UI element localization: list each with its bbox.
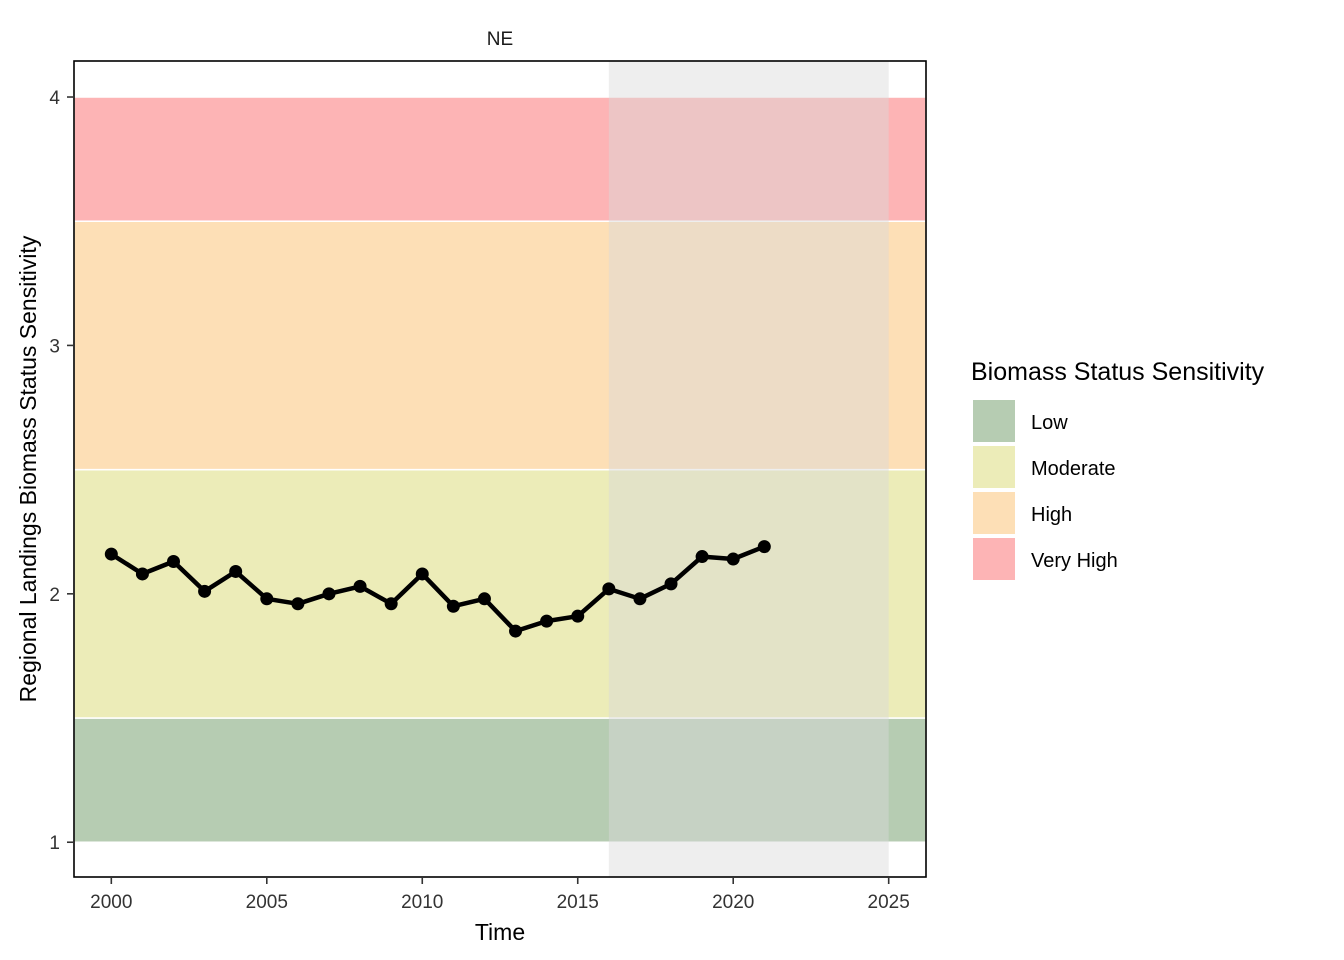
facet-strip-label: NE: [487, 29, 513, 50]
data-point-2002: [167, 555, 181, 569]
legend-label-moderate: Moderate: [1031, 458, 1116, 480]
data-point-2007: [322, 587, 336, 601]
data-point-2016: [602, 582, 616, 596]
data-point-2013: [509, 624, 523, 638]
series-line: [109, 544, 767, 634]
x-axis: 2000 2005 2010 2015 2020 2025: [90, 877, 910, 913]
x-tick-label-2005: 2005: [246, 892, 288, 913]
y-tick-label-3: 3: [49, 336, 60, 357]
y-tick-label-2: 2: [49, 585, 60, 606]
x-tick-label-2025: 2025: [868, 892, 910, 913]
legend-title: Biomass Status Sensitivity: [971, 358, 1265, 386]
legend-key-high: [973, 492, 1015, 534]
plot-panel: [73, 60, 927, 878]
data-point-2018: [664, 577, 678, 591]
band-high: [73, 220, 927, 471]
data-point-2017: [633, 592, 647, 606]
panel-border: [73, 60, 927, 878]
y-axis: 1 2 3 4: [49, 88, 74, 854]
data-point-2019: [695, 550, 709, 564]
y-axis-title: Regional Landings Biomass Status Sensiti…: [15, 235, 41, 702]
data-point-2011: [446, 599, 460, 613]
series-line-group: [104, 540, 771, 638]
x-tick-label-2000: 2000: [90, 892, 132, 913]
data-point-2009: [384, 597, 398, 611]
data-point-2020: [726, 552, 740, 566]
x-axis-title: Time: [475, 919, 525, 945]
data-point-2012: [477, 592, 491, 606]
data-point-2008: [353, 579, 367, 593]
x-tick-label-2020: 2020: [712, 892, 754, 913]
data-point-2000: [104, 547, 118, 561]
legend: Biomass Status Sensitivity Low Moderate Hi…: [971, 358, 1265, 580]
data-point-2001: [135, 567, 149, 581]
legend-label-very-high: Very High: [1031, 550, 1118, 572]
data-point-2010: [415, 567, 429, 581]
y-tick-label-1: 1: [49, 833, 60, 854]
sensitivity-bands: [73, 96, 927, 843]
data-point-2006: [291, 597, 305, 611]
shaded-period: [608, 61, 889, 877]
band-very-high: [73, 96, 927, 222]
legend-label-low: Low: [1031, 412, 1068, 434]
data-point-2021: [757, 540, 771, 554]
legend-key-very-high: [973, 538, 1015, 580]
data-point-2003: [198, 584, 212, 598]
data-point-2004: [229, 564, 243, 578]
y-tick-label-4: 4: [49, 88, 60, 109]
x-tick-label-2010: 2010: [401, 892, 443, 913]
data-point-2005: [260, 592, 274, 606]
data-point-2014: [540, 614, 554, 628]
data-point-2015: [571, 609, 585, 623]
legend-key-moderate: [973, 446, 1015, 488]
legend-key-low: [973, 400, 1015, 442]
band-low: [73, 717, 927, 843]
x-tick-label-2015: 2015: [557, 892, 599, 913]
legend-label-high: High: [1031, 504, 1072, 526]
legend-items: Low Moderate High Very High: [973, 400, 1118, 580]
